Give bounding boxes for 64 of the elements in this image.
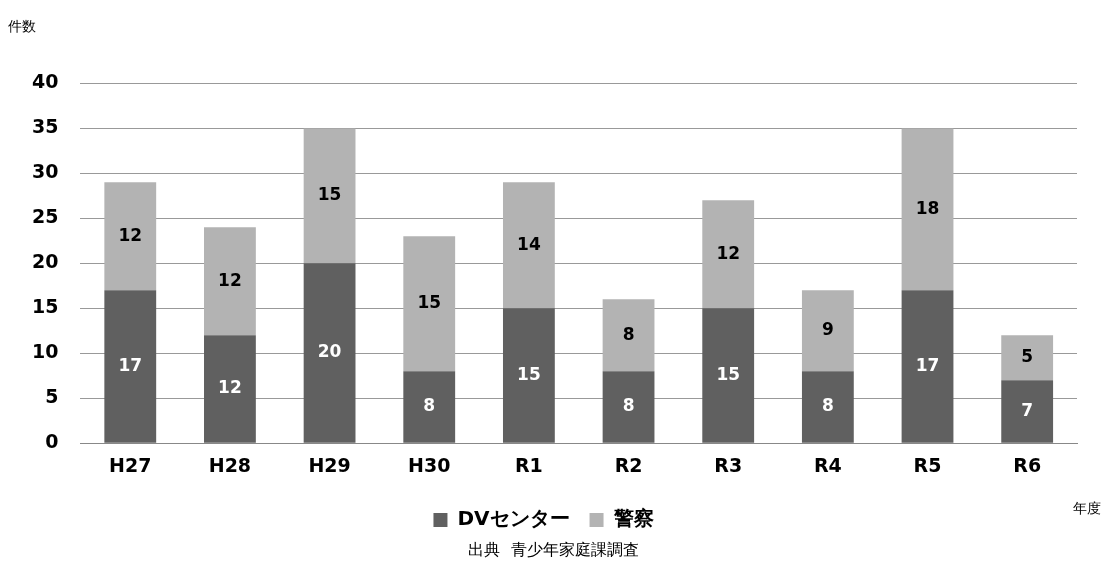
y-tick-label: 20	[31, 250, 59, 273]
x-tick-label: H27	[109, 453, 152, 476]
x-tick-label: R4	[813, 453, 842, 476]
bar	[901, 128, 954, 291]
y-tick-label: 5	[45, 385, 59, 408]
data-label: 15	[317, 184, 342, 205]
y-tick-label: 40	[31, 70, 59, 93]
bar	[901, 290, 954, 443]
y-tick-label: 30	[31, 160, 59, 183]
x-tick-label: R3	[714, 453, 743, 476]
data-label: 8	[622, 395, 635, 416]
bar	[403, 236, 456, 372]
bar	[1001, 335, 1054, 381]
data-label: 7	[1021, 399, 1034, 420]
bar	[1001, 380, 1054, 443]
bar	[204, 335, 256, 443]
y-tick-label: 0	[45, 430, 59, 453]
x-tick-label: R1	[514, 453, 543, 476]
legend-label: DVセンター	[457, 506, 570, 531]
bar	[204, 227, 256, 336]
bar	[403, 371, 456, 443]
bar	[104, 290, 157, 443]
data-label: 15	[716, 363, 741, 384]
y-tick-label: 35	[31, 115, 59, 138]
data-label: 20	[317, 341, 342, 362]
y-tick-label: 10	[31, 340, 59, 363]
y-axis-title: 件数	[8, 18, 36, 36]
bar	[303, 263, 356, 443]
x-tick-label: R6	[1013, 453, 1042, 476]
x-tick-label: R2	[614, 453, 643, 476]
data-label: 14	[517, 233, 541, 254]
data-label: 12	[118, 224, 143, 245]
data-label: 18	[915, 197, 940, 218]
data-label: 15	[517, 363, 541, 384]
data-label: 15	[417, 292, 442, 313]
bar	[303, 128, 356, 264]
x-tick-label: R5	[913, 453, 942, 476]
data-label: 17	[118, 354, 143, 375]
x-tick-label: H30	[408, 453, 451, 476]
legend-label: 警察	[612, 506, 654, 531]
data-label: 8	[622, 323, 635, 344]
data-label: 17	[915, 354, 940, 375]
bar	[502, 308, 555, 443]
x-tick-label: H28	[208, 453, 252, 476]
data-label: 8	[423, 395, 436, 416]
data-label: 9	[821, 319, 834, 340]
data-label: 12	[218, 269, 242, 290]
bar	[602, 299, 655, 372]
data-label: 12	[716, 242, 741, 263]
bar	[702, 200, 755, 309]
data-label: 5	[1021, 346, 1034, 367]
bar	[104, 182, 157, 291]
bar	[602, 371, 655, 443]
y-tick-label: 15	[31, 295, 59, 318]
bar	[801, 290, 854, 372]
bar	[702, 308, 755, 443]
x-tick-label: H29	[308, 453, 351, 476]
bar	[801, 371, 854, 443]
data-label: 8	[821, 395, 834, 416]
bar	[502, 182, 555, 309]
x-axis-title: 年度	[1073, 500, 1101, 518]
source-note: 出典 青少年家庭課調査	[467, 540, 640, 561]
y-tick-label: 25	[31, 205, 59, 228]
data-label: 12	[218, 377, 242, 398]
